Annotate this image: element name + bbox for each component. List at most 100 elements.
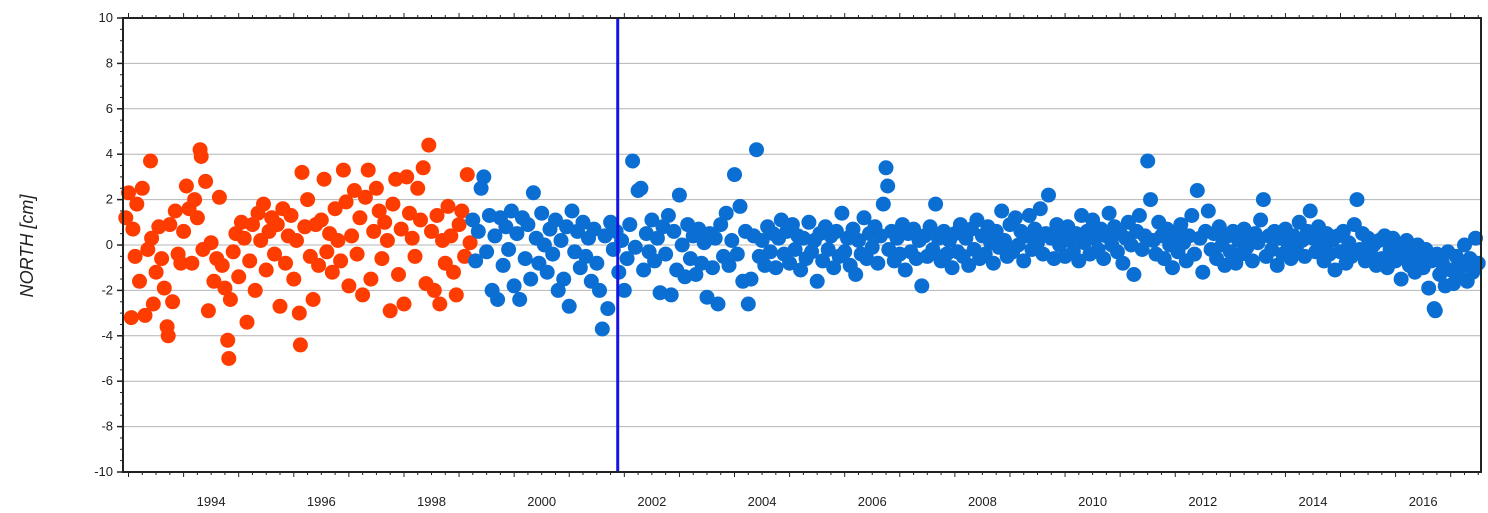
data-point	[1255, 192, 1271, 208]
data-point	[258, 262, 274, 278]
data-point	[487, 228, 503, 244]
data-point	[429, 208, 445, 223]
data-point	[506, 278, 522, 294]
data-point	[1143, 192, 1158, 208]
data-point	[503, 203, 519, 219]
data-point	[291, 305, 307, 321]
data-point	[132, 273, 147, 289]
data-point	[300, 192, 316, 208]
data-point	[517, 251, 533, 267]
y-tick-label: 2	[106, 192, 113, 207]
data-point	[211, 189, 227, 205]
data-point	[749, 142, 764, 158]
data-point	[1457, 237, 1472, 253]
data-point	[1427, 303, 1443, 319]
data-point	[561, 298, 577, 314]
data-point	[652, 285, 668, 301]
data-point	[462, 235, 478, 251]
data-point	[880, 178, 896, 194]
data-point	[1101, 205, 1117, 221]
data-point	[200, 303, 216, 319]
data-point	[592, 282, 607, 298]
data-point	[619, 251, 635, 267]
data-point	[443, 228, 459, 244]
data-point	[878, 160, 894, 176]
data-point	[374, 251, 390, 267]
data-point	[1032, 201, 1048, 217]
data-point	[793, 262, 809, 278]
data-point	[385, 196, 401, 212]
data-point	[699, 289, 715, 305]
data-point	[292, 337, 308, 353]
data-point	[501, 242, 517, 257]
data-point	[721, 257, 737, 273]
data-point	[440, 198, 456, 214]
data-point	[176, 223, 192, 239]
data-point	[594, 321, 610, 337]
data-point	[396, 296, 412, 312]
data-point	[165, 294, 181, 310]
data-point	[286, 271, 302, 287]
y-tick-label: -4	[101, 328, 113, 343]
data-point	[1302, 203, 1318, 219]
data-point	[221, 351, 237, 366]
data-point	[834, 205, 850, 221]
data-point	[330, 233, 346, 248]
data-point	[914, 278, 930, 294]
data-point	[327, 201, 343, 217]
data-point	[187, 192, 203, 208]
data-point	[688, 267, 704, 282]
data-point	[413, 212, 428, 228]
y-tick-label: -6	[101, 373, 113, 388]
data-point	[625, 153, 641, 169]
data-point	[787, 242, 803, 257]
data-point	[1126, 267, 1142, 282]
x-tick-label: 2004	[748, 494, 777, 509]
data-point	[1184, 208, 1200, 223]
data-point	[1253, 212, 1269, 228]
data-point	[572, 260, 588, 276]
data-point	[575, 214, 591, 230]
data-point	[820, 242, 836, 257]
x-tick-label: 2006	[858, 494, 887, 509]
data-point	[1173, 217, 1189, 233]
data-point	[589, 255, 605, 271]
data-point	[355, 287, 371, 303]
data-point	[247, 282, 263, 298]
data-point	[426, 282, 442, 298]
x-tick-labels: 1994 1996 1998 2000 2002 2004 2006 2008 2010 2012…	[197, 494, 1438, 509]
data-point	[357, 189, 373, 205]
data-point	[451, 217, 467, 233]
data-point	[729, 246, 745, 262]
data-point	[1096, 251, 1112, 267]
y-tick-label: 10	[99, 10, 113, 25]
series-0	[118, 137, 478, 366]
data-point	[550, 282, 566, 298]
data-point	[1008, 210, 1023, 226]
data-point	[724, 233, 740, 248]
data-point	[421, 137, 437, 153]
data-point	[837, 244, 853, 260]
y-tick-label: 8	[106, 55, 113, 70]
data-point	[707, 230, 723, 246]
data-point	[856, 210, 872, 226]
data-point	[997, 233, 1012, 248]
data-point	[424, 223, 439, 239]
y-axis-title: NORTH [cm]	[17, 194, 37, 298]
data-point	[633, 180, 649, 196]
data-point	[125, 221, 141, 237]
data-point	[520, 217, 536, 233]
data-point	[864, 239, 880, 255]
data-point	[206, 273, 222, 289]
x-tick-label: 1998	[417, 494, 446, 509]
data-point	[311, 257, 327, 273]
data-point	[663, 287, 679, 303]
data-points	[118, 137, 1486, 366]
data-point	[143, 153, 158, 169]
data-point	[784, 217, 800, 233]
data-point	[178, 178, 194, 194]
data-point	[578, 248, 594, 264]
data-point	[1393, 271, 1409, 287]
data-point	[1200, 203, 1216, 219]
data-point	[148, 264, 164, 280]
